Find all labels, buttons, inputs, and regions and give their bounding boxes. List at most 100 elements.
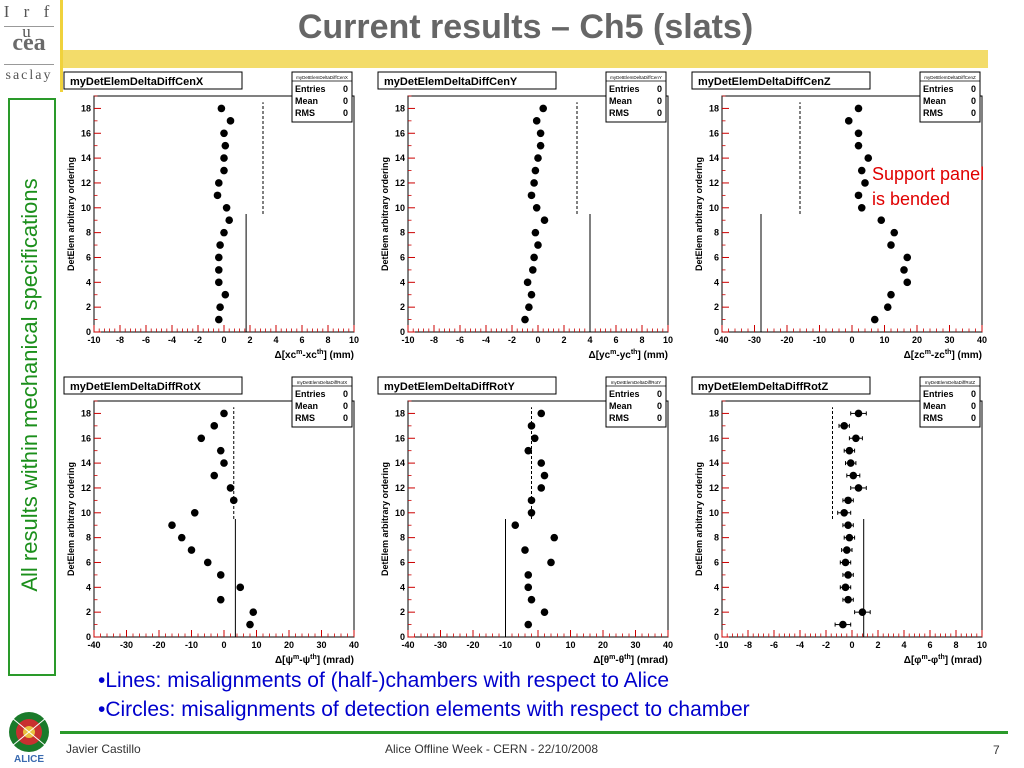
x-tick-label: 20 <box>912 335 922 345</box>
x-tick-label: 0 <box>221 335 226 345</box>
data-point <box>540 216 549 225</box>
y-tick-label: 12 <box>395 483 405 493</box>
data-point <box>190 508 199 517</box>
stats-label: Mean <box>295 401 318 411</box>
y-tick-label: 0 <box>86 632 91 642</box>
side-label-box <box>8 98 56 676</box>
bullet-lines: •Lines: misalignments of (half-)chambers… <box>98 669 670 692</box>
data-point <box>222 203 231 212</box>
data-point <box>216 241 224 249</box>
x-axis-label-sup: th <box>624 654 631 661</box>
x-tick-label: 6 <box>299 335 304 345</box>
y-tick-label: 8 <box>86 533 91 543</box>
x-axis-label-part: Δ[θ <box>593 655 609 666</box>
stats-label: Entries <box>923 389 954 399</box>
data-point <box>903 278 912 287</box>
plot-frame <box>721 400 983 638</box>
data-point <box>511 521 520 530</box>
x-tick-label: 6 <box>613 335 618 345</box>
x-tick-label: -20 <box>780 335 793 345</box>
data-point <box>225 216 233 225</box>
data-point <box>857 203 866 212</box>
chart-title: myDetElemDeltaDiffRotX <box>70 381 201 393</box>
y-tick-label: 6 <box>400 252 405 262</box>
x-tick-label: -20 <box>466 640 479 650</box>
stats-label: Entries <box>295 84 326 94</box>
stats-box <box>605 71 667 123</box>
x-tick-label: -10 <box>87 335 100 345</box>
data-point <box>857 166 866 175</box>
stats-box <box>291 71 353 123</box>
chart-rot-y: myDetElemDeltaDiffRotY myDetElemDeltaDiff… <box>376 375 676 667</box>
y-tick-label: 4 <box>714 582 719 592</box>
stats-label: Mean <box>923 96 946 106</box>
data-point <box>215 253 223 262</box>
x-tick-label: 0 <box>535 335 540 345</box>
stats-value: 0 <box>657 108 662 118</box>
data-point <box>210 422 219 430</box>
stats-label: Mean <box>609 401 632 411</box>
data-point <box>531 228 540 237</box>
y-tick-label: 10 <box>395 203 405 213</box>
support-panel-annotation: Support panel is bended <box>872 162 984 212</box>
y-tick-label: 16 <box>81 433 91 443</box>
y-tick-label: 16 <box>395 433 405 443</box>
x-tick-label: -4 <box>168 335 176 345</box>
data-point <box>220 166 228 175</box>
x-tick-label: -10 <box>715 640 728 650</box>
y-tick-label: 6 <box>714 252 719 262</box>
y-axis-label: DetElem arbitrary ordering <box>380 157 390 271</box>
y-tick-label: 2 <box>714 302 719 312</box>
data-point <box>527 191 536 200</box>
stats-value: 0 <box>971 84 976 94</box>
data-point <box>887 290 895 299</box>
stats-label: Entries <box>923 84 954 94</box>
y-tick-label: 10 <box>709 203 719 213</box>
y-tick-label: 4 <box>714 277 719 287</box>
data-point <box>249 608 258 616</box>
chart-title-box <box>377 376 557 395</box>
data-point <box>216 446 225 455</box>
x-axis-label-part: Δ[φ <box>904 655 922 666</box>
x-tick-label: 10 <box>565 640 575 650</box>
y-tick-label: 10 <box>395 508 405 518</box>
data-point <box>532 203 541 212</box>
data-point <box>870 315 879 324</box>
data-point <box>215 315 223 324</box>
data-point <box>215 266 223 274</box>
x-axis-label-sup: m <box>609 654 615 661</box>
stats-label: Entries <box>609 389 640 399</box>
data-point <box>540 608 549 616</box>
stats-box <box>291 376 353 428</box>
y-tick-label: 16 <box>81 128 91 138</box>
x-tick-label: -6 <box>770 640 778 650</box>
x-axis-label-part: -θ <box>615 655 624 666</box>
x-tick-label: 40 <box>349 640 359 650</box>
stats-label: RMS <box>923 108 943 118</box>
x-tick-label: -40 <box>715 335 728 345</box>
data-point <box>844 571 852 579</box>
data-point <box>877 216 886 225</box>
data-point <box>534 241 542 249</box>
y-tick-label: 8 <box>400 533 405 543</box>
data-point <box>220 129 228 138</box>
stats-value: 0 <box>971 401 976 411</box>
x-axis-label-part: ] (mrad) <box>317 655 354 666</box>
data-point <box>550 533 559 542</box>
chart-title: myDetElemDeltaDiffCenX <box>70 76 204 88</box>
x-tick-label: -10 <box>401 335 414 345</box>
x-tick-label: 4 <box>273 335 278 345</box>
y-tick-label: 0 <box>714 632 719 642</box>
x-axis-label-part: -zc <box>931 350 945 361</box>
data-point <box>531 166 540 175</box>
y-tick-label: 18 <box>709 408 719 418</box>
stats-label: Mean <box>609 96 632 106</box>
data-point <box>221 141 230 150</box>
x-axis-label-part: -xc <box>302 350 317 361</box>
y-tick-label: 2 <box>86 302 91 312</box>
y-tick-label: 14 <box>395 153 405 163</box>
data-point <box>524 620 533 629</box>
x-tick-label: -30 <box>748 335 761 345</box>
annotation-line-2: is bended <box>872 189 951 209</box>
alice-logo: ALICE <box>9 712 49 764</box>
